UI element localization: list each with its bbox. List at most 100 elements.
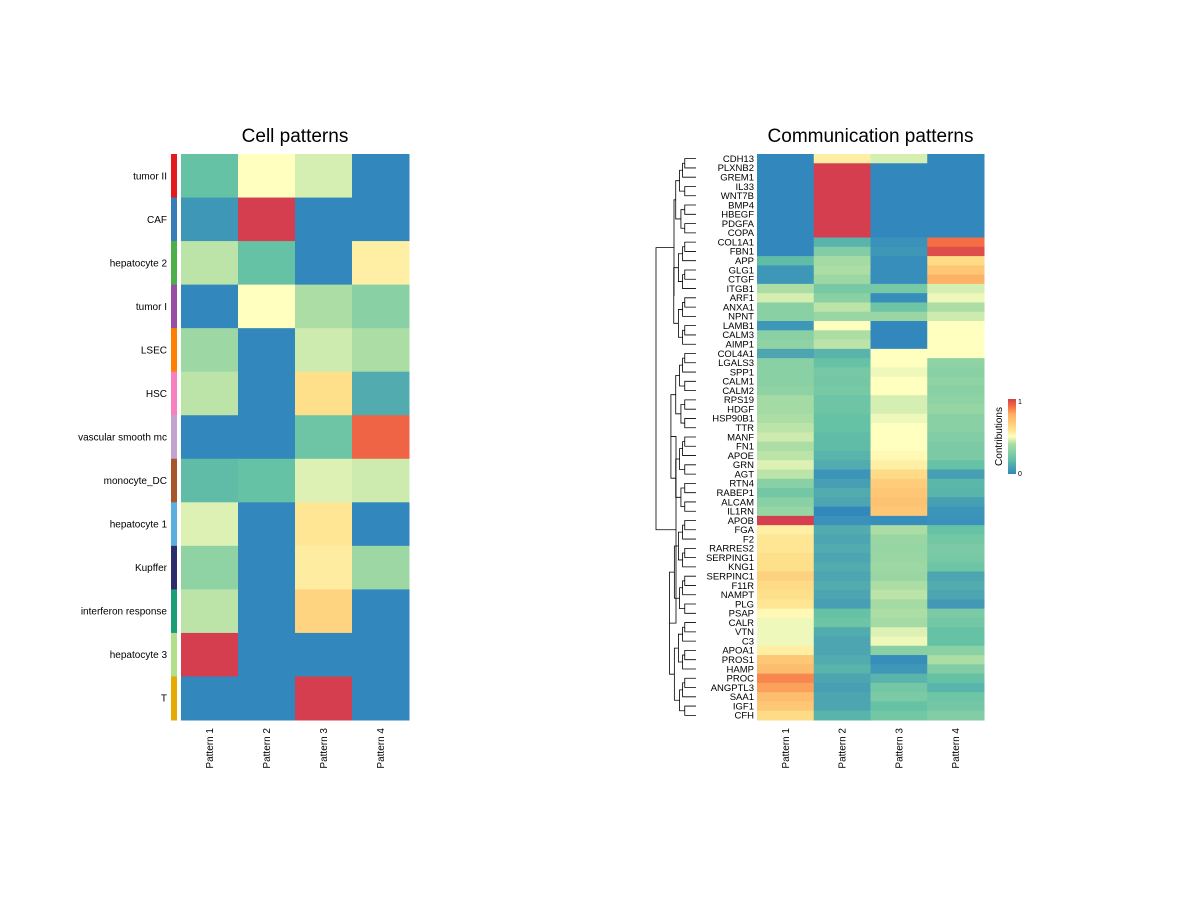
heatmap-cell bbox=[813, 515, 871, 526]
heatmap-cell bbox=[757, 228, 815, 239]
dendrogram-branch bbox=[684, 677, 696, 688]
column-label: Pattern 4 bbox=[376, 728, 387, 769]
heatmap-cell bbox=[295, 676, 353, 721]
heatmap-cell bbox=[238, 545, 296, 590]
heatmap-cell bbox=[927, 395, 985, 406]
dendrogram-branch bbox=[675, 375, 681, 415]
heatmap-cell bbox=[757, 330, 815, 341]
heatmap-cell bbox=[870, 237, 928, 248]
heatmap-cell bbox=[813, 191, 871, 201]
heatmap-cell bbox=[870, 627, 928, 637]
gene-label: CFH bbox=[734, 711, 754, 722]
dendrogram-branch bbox=[673, 267, 679, 324]
gene-label: APOE bbox=[728, 451, 754, 462]
heatmap-cell bbox=[927, 441, 985, 452]
heatmap-cell bbox=[927, 645, 985, 656]
cell-patterns-title: Cell patterns bbox=[242, 126, 349, 147]
heatmap-cell bbox=[927, 237, 985, 248]
gene-label: IL1RN bbox=[727, 507, 754, 518]
gene-label: ANXA1 bbox=[723, 302, 754, 313]
heatmap-cell bbox=[870, 506, 928, 517]
heatmap-cell bbox=[870, 655, 928, 665]
heatmap-cell bbox=[181, 502, 239, 547]
heatmap-cell bbox=[813, 497, 871, 508]
heatmap-cell bbox=[870, 636, 928, 647]
row-label: HSC bbox=[146, 389, 167, 400]
heatmap-cell bbox=[757, 580, 815, 591]
heatmap-cell bbox=[870, 348, 928, 359]
gene-label: PSAP bbox=[729, 609, 754, 620]
heatmap-cell bbox=[927, 599, 985, 610]
heatmap-cell bbox=[181, 545, 239, 590]
heatmap-cell bbox=[870, 154, 928, 164]
heatmap-cell bbox=[813, 636, 871, 647]
heatmap-cell bbox=[927, 172, 985, 183]
heatmap-cell bbox=[870, 367, 928, 378]
row-label: hepatocyte 2 bbox=[110, 258, 168, 269]
heatmap-cell bbox=[927, 534, 985, 545]
gene-label: CALR bbox=[729, 618, 754, 629]
heatmap-cell bbox=[295, 458, 353, 503]
heatmap-cell bbox=[352, 545, 410, 590]
heatmap-cell bbox=[757, 265, 815, 276]
heatmap-cell bbox=[757, 636, 815, 647]
row-annotation-11 bbox=[171, 632, 177, 677]
dendrogram-branch bbox=[684, 325, 696, 336]
gene-label: RARRES2 bbox=[709, 544, 754, 555]
heatmap-cell bbox=[757, 200, 815, 211]
heatmap-cell bbox=[757, 710, 815, 721]
heatmap-cell bbox=[813, 181, 871, 192]
gene-label: F11R bbox=[731, 581, 754, 592]
gene-label: KNG1 bbox=[728, 562, 754, 573]
legend-tick-max: 1 bbox=[1018, 399, 1022, 406]
heatmap-cell bbox=[813, 664, 871, 675]
heatmap-cell bbox=[757, 692, 815, 702]
gene-label: HSP90B1 bbox=[712, 414, 754, 425]
heatmap-cell bbox=[757, 311, 815, 322]
gene-label: PLXNB2 bbox=[718, 163, 754, 174]
heatmap-cell bbox=[813, 395, 871, 406]
heatmap-cell bbox=[757, 506, 815, 517]
heatmap-cell bbox=[295, 415, 353, 460]
gene-label: C3 bbox=[742, 636, 754, 647]
heatmap-cell bbox=[927, 154, 985, 164]
heatmap-cell bbox=[870, 423, 928, 433]
column-label: Pattern 4 bbox=[951, 728, 962, 769]
contributions-legend: Contributions 1 0 bbox=[994, 399, 1022, 478]
heatmap-cell bbox=[927, 209, 985, 220]
heatmap-cell bbox=[813, 376, 871, 387]
gene-label: PLG bbox=[735, 599, 754, 610]
heatmap-cell bbox=[870, 413, 928, 424]
dendrogram-branch bbox=[684, 464, 696, 475]
gene-label: COL1A1 bbox=[718, 237, 754, 248]
gene-label: RPS19 bbox=[724, 395, 754, 406]
heatmap-cell bbox=[813, 237, 871, 248]
heatmap-cell bbox=[927, 404, 985, 415]
heatmap-cell bbox=[870, 525, 928, 535]
heatmap-cell bbox=[927, 256, 985, 266]
heatmap-cell bbox=[813, 154, 871, 164]
heatmap-cell bbox=[757, 664, 815, 675]
heatmap-cell bbox=[295, 502, 353, 547]
heatmap-cell bbox=[870, 395, 928, 406]
heatmap-cell bbox=[870, 172, 928, 183]
heatmap-cell bbox=[757, 404, 815, 415]
heatmap-cell bbox=[927, 478, 985, 489]
legend-colorbar bbox=[1008, 399, 1016, 474]
heatmap-cell bbox=[757, 209, 815, 220]
heatmap-cell bbox=[813, 358, 871, 368]
dendrogram-branch bbox=[678, 531, 683, 561]
heatmap-cell bbox=[813, 692, 871, 702]
dendrogram-branch bbox=[684, 436, 696, 447]
heatmap-cell bbox=[757, 441, 815, 452]
heatmap-cell bbox=[870, 191, 928, 201]
row-annotation-8 bbox=[171, 502, 177, 547]
heatmap-cell bbox=[813, 450, 871, 461]
heatmap-cell bbox=[813, 562, 871, 573]
communication-patterns-heatmap: Communication patterns CDH13PLXNB2GREM1I… bbox=[655, 126, 985, 769]
heatmap-cell bbox=[813, 311, 871, 322]
gene-label: F2 bbox=[743, 534, 754, 545]
heatmap-cell bbox=[757, 413, 815, 424]
heatmap-cell bbox=[927, 321, 985, 331]
heatmap-cell bbox=[927, 330, 985, 341]
